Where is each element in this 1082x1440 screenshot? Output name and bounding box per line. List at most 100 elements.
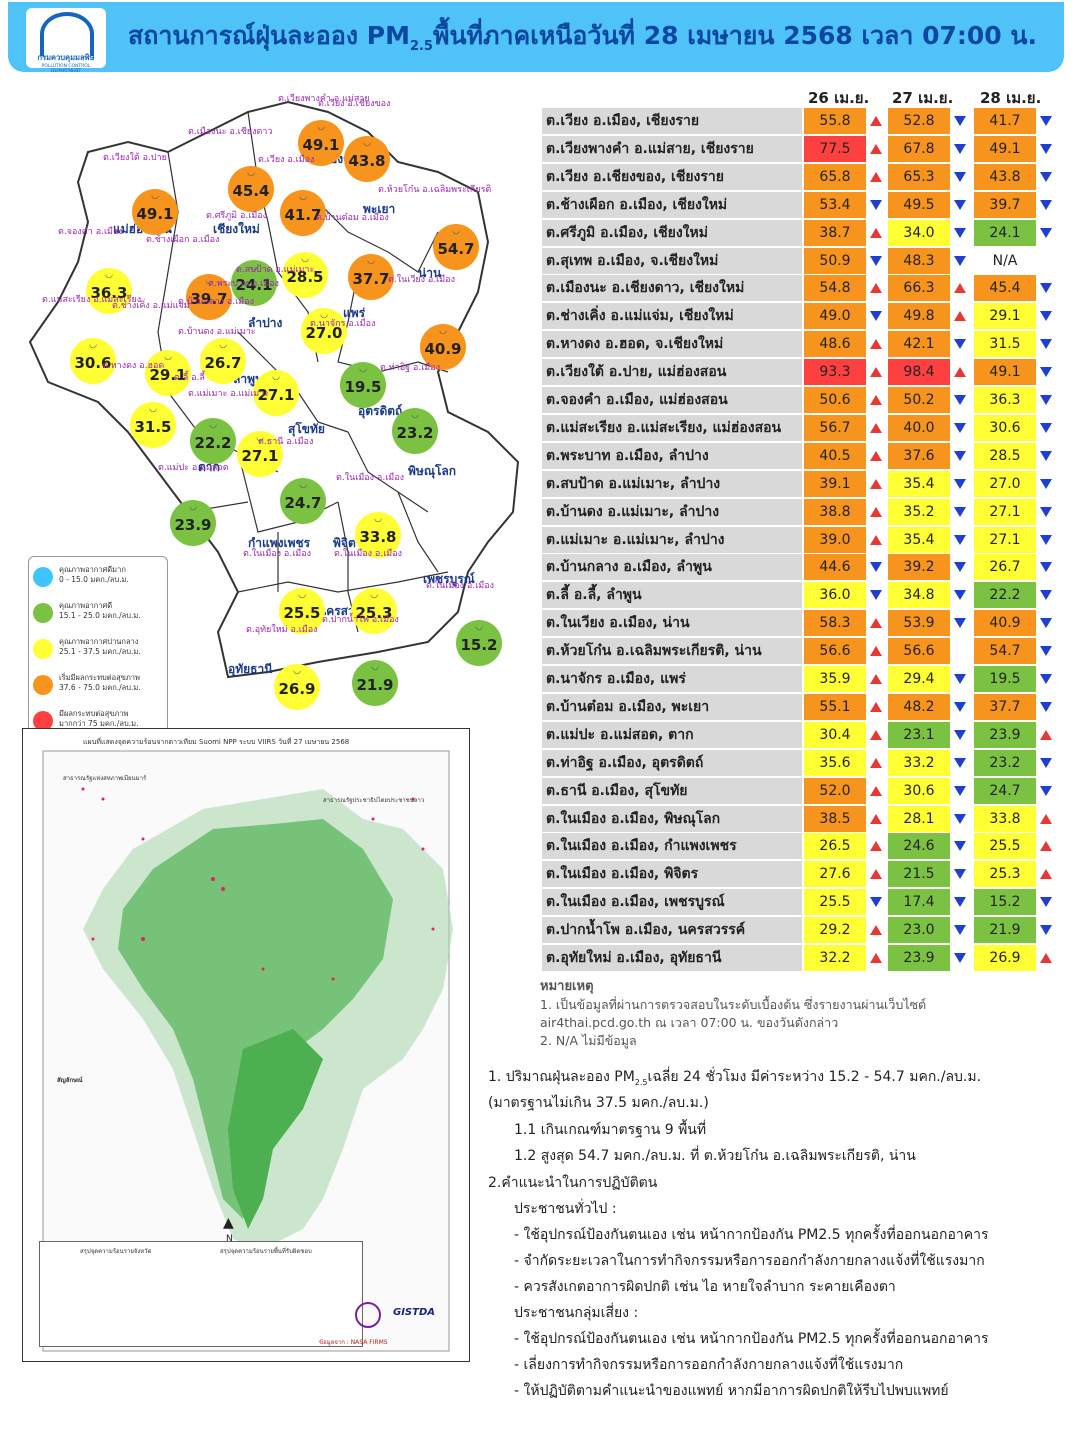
station-label: ต.ในเวียง อ.เมือง <box>388 275 455 285</box>
pm25-value: 27.1 <box>974 498 1036 525</box>
pm25-value: 40.5 <box>804 442 866 469</box>
table-row: ต.พระบาท อ.เมือง, ลำปาง 40.5 37.6 28.5 <box>540 442 1064 470</box>
pm25-value: 27.6 <box>804 861 866 888</box>
face-icon: ◡ <box>411 410 419 420</box>
station-aqi-bubble: ◡ 27.1 <box>253 370 299 416</box>
station-label: ต.ธานี อ.เมือง <box>258 437 314 447</box>
pm25-value: 49.5 <box>888 191 950 218</box>
advice-line-2: - จำกัดระยะเวลาในการทำกิจกรรมหรือการออกก… <box>514 1253 985 1269</box>
col-head-28: 28 เม.ย. <box>980 89 1042 107</box>
legend-item: เริ่มมีผลกระทบต่อสุขภาพ 37.6 - 75.0 มคก./… <box>33 673 165 703</box>
table-row: ต.แม่สะเรียง อ.แม่สะเรียง, แม่ฮ่องสอน 56.… <box>540 414 1064 442</box>
trend-down-icon <box>954 813 966 824</box>
station-value: 15.2 <box>460 636 498 654</box>
legend-text: คุณภาพอากาศดีมาก 0 - 15.0 มคก./ลบ.ม. <box>59 565 129 584</box>
summary-line-risk: ประชาชนกลุ่มเสี่ยง : <box>514 1305 639 1321</box>
pm25-value: 48.2 <box>888 693 950 720</box>
station-name: ต.อุทัยใหม่ อ.เมือง, อุทัยธานี <box>542 945 802 971</box>
station-aqi-bubble: ◡ 27.1 <box>237 431 283 477</box>
summary-line-4: 1.2 สูงสุด 54.7 มคก./ลบ.ม. ที่ ต.ห้วยโก๋… <box>514 1148 916 1164</box>
table-row: ต.บ้านต๋อม อ.เมือง, พะเยา 55.1 48.2 37.7 <box>540 693 1064 721</box>
station-aqi-bubble: ◡ 23.2 <box>392 408 438 454</box>
trend-down-icon <box>1040 367 1052 378</box>
table-row: ต.สบป้าด อ.แม่เมาะ, ลำปาง 39.1 35.4 27.0 <box>540 470 1064 498</box>
pm25-value: 52.8 <box>888 108 950 134</box>
pm25-value: 27.1 <box>974 526 1036 553</box>
station-value: 31.5 <box>134 418 172 436</box>
station-label: ต.ในเมือง อ.เมือง <box>336 473 404 483</box>
pm25-value: 35.2 <box>888 498 950 525</box>
station-label: ต.อุทัยใหม่ อ.เมือง <box>246 625 318 635</box>
pm25-value: 93.3 <box>804 359 866 386</box>
trend-down-icon <box>954 171 966 182</box>
pm25-value: 24.7 <box>974 777 1036 804</box>
gistda-logo: GISTDA <box>393 1307 435 1318</box>
pm25-value: 30.6 <box>888 777 950 804</box>
legend-swatch <box>33 675 53 695</box>
trend-down-icon <box>954 450 966 461</box>
station-label: ต.แม่เมาะ อ.แม่เมาะ <box>188 389 270 399</box>
pm25-value: 21.9 <box>974 917 1036 944</box>
pm25-value: N/A <box>974 247 1036 274</box>
pm25-value: 26.5 <box>804 833 866 860</box>
face-icon: ◡ <box>439 326 447 336</box>
station-label: ต.บ้านกลาง อ.เมือง <box>178 297 254 307</box>
pm25-value: 65.8 <box>804 163 866 190</box>
station-value: 41.7 <box>284 206 322 224</box>
legend-text: เริ่มมีผลกระทบต่อสุขภาพ 37.6 - 75.0 มคก./… <box>59 673 141 692</box>
table-row: ต.ในเมือง อ.เมือง, กำแพงเพชร 26.5 24.6 25.5 <box>540 833 1064 860</box>
trend-down-icon <box>954 701 966 712</box>
table-row: ต.ธานี อ.เมือง, สุโขทัย 52.0 30.6 24.7 <box>540 777 1064 805</box>
trend-up-icon <box>870 729 882 740</box>
province-label: เชียงใหม่ <box>213 222 260 236</box>
logo-arch-icon <box>40 12 94 56</box>
trend-down-icon <box>954 506 966 517</box>
pm25-value: 24.6 <box>888 833 950 860</box>
trend-down-icon <box>1040 171 1052 182</box>
station-value: 21.9 <box>356 676 394 694</box>
pm25-station-map: เชียงรายพะเยาแม่ฮ่องสอนเชียงใหม่น่านลำปา… <box>18 72 528 748</box>
trend-down-icon <box>954 590 966 601</box>
face-icon: ◡ <box>247 168 255 178</box>
station-aqi-bubble: ◡ 30.6 <box>70 338 116 384</box>
trend-down-icon <box>870 199 882 210</box>
station-value: 28.5 <box>286 268 324 286</box>
trend-up-icon <box>870 785 882 796</box>
table-row: ต.ศรีภูมิ อ.เมือง, เชียงใหม่ 38.7 34.0 24.1 <box>540 219 1064 247</box>
trend-down-icon <box>870 255 882 266</box>
station-aqi-bubble: ◡ 23.9 <box>170 500 216 546</box>
pm25-value: 58.3 <box>804 610 866 637</box>
notes-heading: หมายเหตุ <box>540 979 594 994</box>
pm25-value: 52.0 <box>804 777 866 804</box>
station-name: ต.ในเมือง อ.เมือง, เพชรบูรณ์ <box>542 889 802 916</box>
page-title: สถานการณ์ฝุ่นละออง PM2.5พื้นที่ภาคเหนือว… <box>128 21 1037 54</box>
pm25-value: 39.1 <box>804 470 866 497</box>
trend-down-icon <box>1040 227 1052 238</box>
trend-down-icon <box>1040 478 1052 489</box>
trend-up-icon <box>870 674 882 684</box>
trend-down-icon <box>1040 143 1052 154</box>
station-value: 29.1 <box>149 366 187 384</box>
pm25-value: 45.4 <box>974 275 1036 302</box>
trend-up-icon <box>1040 841 1052 852</box>
station-aqi-bubble: ◡ 29.1 <box>145 350 191 396</box>
pm25-value: 23.2 <box>974 749 1036 776</box>
pm25-value: 50.2 <box>888 387 950 413</box>
table-row: ต.แม่เมาะ อ.แม่เมาะ, ลำปาง 39.0 35.4 27.1 <box>540 526 1064 554</box>
province-label: สุโขทัย <box>288 422 325 436</box>
table-row: ต.แม่ปะ อ.แม่สอด, ตาก 30.4 23.1 23.9 <box>540 721 1064 749</box>
pm25-value: 22.2 <box>974 582 1036 609</box>
trend-down-icon <box>1040 422 1052 433</box>
face-icon: ◡ <box>209 420 217 430</box>
pm25-value: 44.6 <box>804 554 866 581</box>
pm25-value: 17.4 <box>888 889 950 916</box>
trend-up-icon <box>1040 953 1052 963</box>
pm25-value: 23.0 <box>888 917 950 944</box>
trend-up-icon <box>870 478 882 489</box>
trend-down-icon <box>870 897 882 908</box>
legend-swatch <box>33 603 53 623</box>
trend-down-icon <box>954 841 966 852</box>
face-icon: ◡ <box>250 262 258 272</box>
pm25-value: 53.4 <box>804 191 866 218</box>
pm25-value: 23.1 <box>888 721 950 748</box>
